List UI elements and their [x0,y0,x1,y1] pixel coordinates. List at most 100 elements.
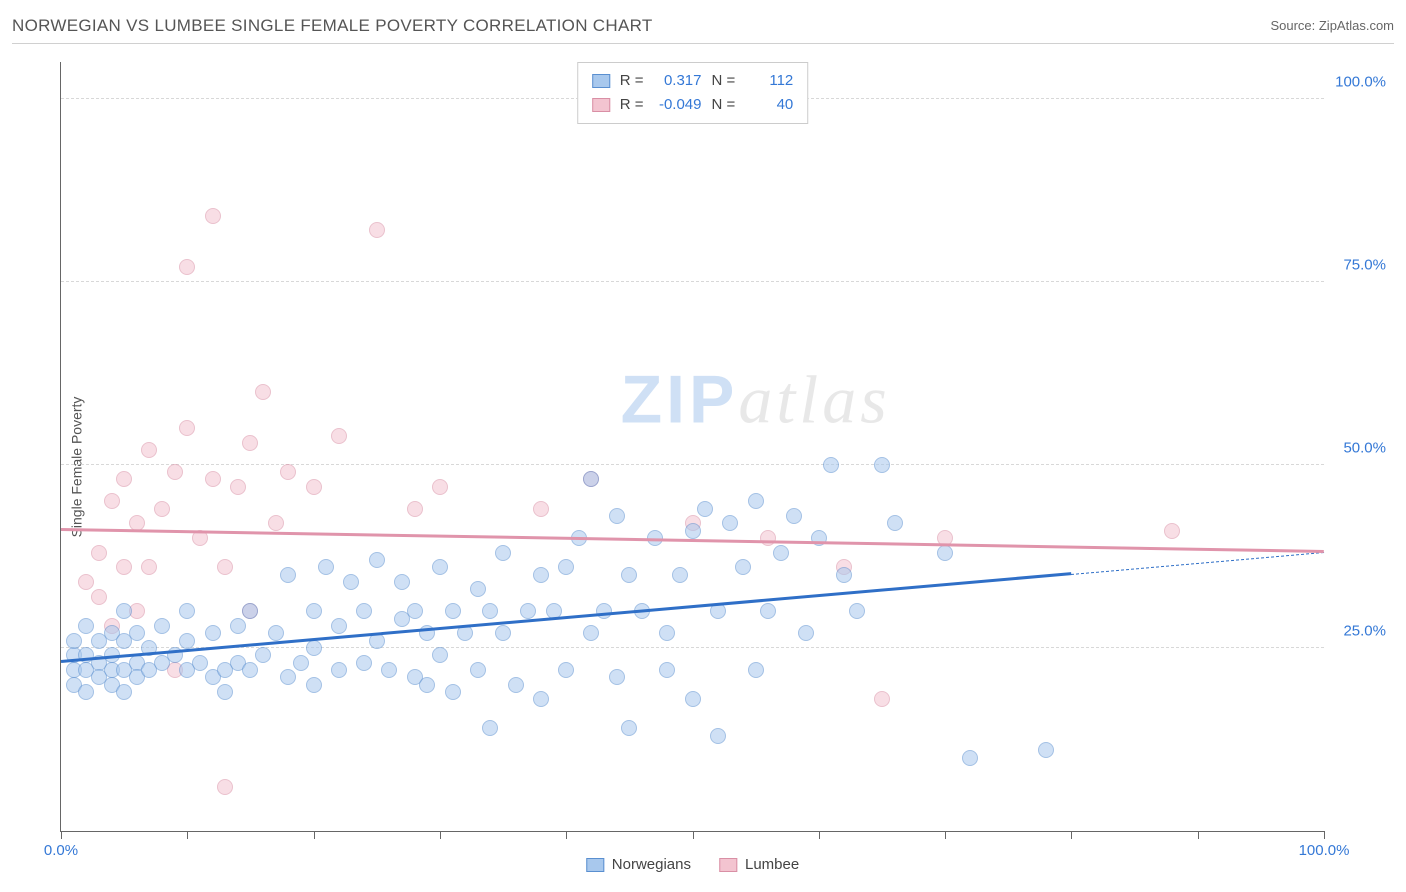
data-point-norwegians [116,603,132,619]
data-point-norwegians [179,603,195,619]
data-point-norwegians [306,677,322,693]
legend-item-norwegians: Norwegians [586,856,691,873]
chart-header: NORWEGIAN VS LUMBEE SINGLE FEMALE POVERT… [12,8,1394,44]
data-point-lumbee [205,208,221,224]
stats-row-norwegians: R = 0.317 N = 112 [592,69,794,93]
data-point-norwegians [331,618,347,634]
ytick-label: 100.0% [1335,73,1386,90]
chart-container: Single Female Poverty ZIPatlas R = 0.317… [12,54,1394,880]
watermark-atlas: atlas [738,362,890,438]
data-point-lumbee [255,384,271,400]
ytick-label: 50.0% [1343,439,1386,456]
data-point-norwegians [685,523,701,539]
data-point-norwegians [672,567,688,583]
data-point-norwegians [722,515,738,531]
xtick [819,831,820,839]
data-point-norwegians [659,625,675,641]
gridline-h [61,281,1324,282]
data-point-norwegians [748,662,764,678]
data-point-lumbee [217,559,233,575]
data-point-lumbee [141,442,157,458]
data-point-norwegians [116,684,132,700]
data-point-lumbee [1164,523,1180,539]
r-value-lumbee: -0.049 [654,93,702,117]
gridline-h [61,647,1324,648]
data-point-norwegians [432,647,448,663]
trendline-norwegians-dashed [1071,552,1324,575]
data-point-lumbee [331,428,347,444]
data-point-norwegians [786,508,802,524]
data-point-lumbee [104,493,120,509]
plot-area: ZIPatlas R = 0.317 N = 112 R = -0.049 N … [60,62,1324,832]
data-point-norwegians [217,684,233,700]
data-point-norwegians [293,655,309,671]
data-point-norwegians [609,508,625,524]
data-point-norwegians [937,545,953,561]
xtick [1198,831,1199,839]
data-point-norwegians [760,603,776,619]
data-point-norwegians [508,677,524,693]
series-legend: Norwegians Lumbee [586,856,799,873]
source-attribution: Source: ZipAtlas.com [1270,18,1394,33]
data-point-norwegians [331,662,347,678]
data-point-lumbee [874,691,890,707]
data-point-norwegians [192,655,208,671]
data-point-norwegians [748,493,764,509]
data-point-lumbee [268,515,284,531]
xtick [945,831,946,839]
xtick-label: 100.0% [1299,842,1350,859]
data-point-norwegians [621,567,637,583]
data-point-lumbee [369,222,385,238]
swatch-norwegians [586,858,604,872]
data-point-norwegians [470,581,486,597]
data-point-lumbee [116,559,132,575]
data-point-norwegians [154,618,170,634]
data-point-lumbee [116,471,132,487]
data-point-norwegians [268,625,284,641]
data-point-norwegians [621,720,637,736]
data-point-norwegians [407,603,423,619]
data-point-lumbee [91,589,107,605]
data-point-norwegians [583,625,599,641]
legend-label-norwegians: Norwegians [612,856,691,873]
data-point-norwegians [242,662,258,678]
data-point-norwegians [369,552,385,568]
data-point-lumbee [533,501,549,517]
chart-title: NORWEGIAN VS LUMBEE SINGLE FEMALE POVERT… [12,16,653,36]
data-point-norwegians [609,669,625,685]
data-point-norwegians [66,633,82,649]
xtick [440,831,441,839]
data-point-lumbee [432,479,448,495]
xtick [693,831,694,839]
xtick-label: 0.0% [44,842,78,859]
swatch-lumbee [592,98,610,112]
trendline-norwegians [61,572,1072,662]
watermark: ZIPatlas [621,361,891,440]
data-point-norwegians [1038,742,1054,758]
xtick [1071,831,1072,839]
n-label: N = [712,93,736,117]
xtick [1324,831,1325,839]
data-point-norwegians [78,684,94,700]
swatch-norwegians [592,74,610,88]
data-point-norwegians [470,662,486,678]
data-point-norwegians [306,603,322,619]
r-value-norwegians: 0.317 [654,69,702,93]
data-point-lumbee [760,530,776,546]
data-point-norwegians [343,574,359,590]
ytick-label: 75.0% [1343,256,1386,273]
r-label: R = [620,93,644,117]
data-point-norwegians [78,618,94,634]
data-point-lumbee [179,420,195,436]
legend-item-lumbee: Lumbee [719,856,799,873]
data-point-norwegians [773,545,789,561]
data-point-norwegians [242,603,258,619]
data-point-lumbee [141,559,157,575]
watermark-zip: ZIP [621,362,739,438]
data-point-norwegians [558,559,574,575]
data-point-norwegians [887,515,903,531]
data-point-norwegians [735,559,751,575]
data-point-norwegians [356,655,372,671]
data-point-norwegians [495,625,511,641]
data-point-norwegians [849,603,865,619]
